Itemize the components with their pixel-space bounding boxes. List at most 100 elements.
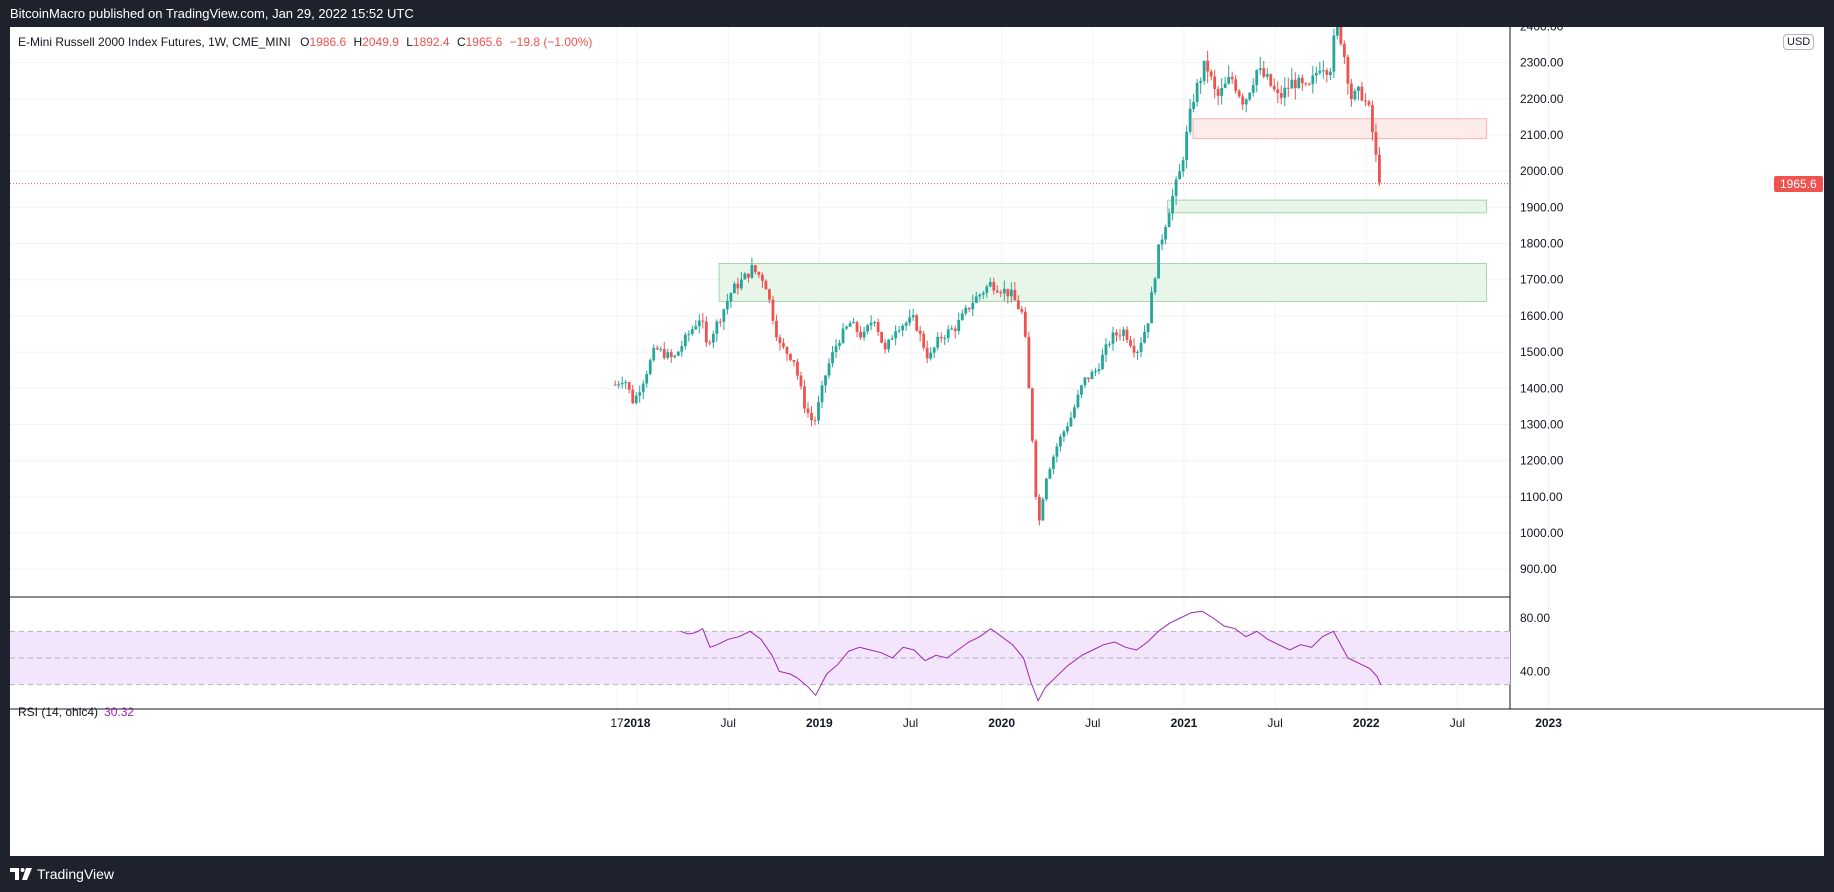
candle-body	[1181, 160, 1185, 172]
time-tick-label: 2022	[1353, 716, 1380, 730]
candle-body	[764, 280, 768, 290]
candle-body	[1332, 35, 1336, 72]
candle-body	[1223, 83, 1227, 88]
candle-body	[1206, 60, 1210, 72]
candle-body	[1255, 70, 1259, 86]
brand-name[interactable]: TradingView	[37, 866, 115, 882]
candle-body	[778, 337, 782, 344]
candle-body	[964, 307, 968, 314]
candle-body	[967, 307, 971, 310]
candle-body	[1048, 468, 1052, 479]
candle-body	[862, 331, 866, 338]
candle-body	[883, 342, 887, 350]
candle-body	[897, 330, 901, 332]
candle-body	[1132, 345, 1136, 353]
candle-body	[631, 389, 635, 404]
candle-body	[929, 352, 933, 359]
candle-body	[1202, 60, 1206, 82]
candle-body	[1030, 388, 1034, 441]
candle-body	[1374, 131, 1378, 155]
candle-body	[946, 329, 950, 339]
candle-body	[974, 296, 978, 303]
candle-body	[988, 282, 992, 287]
candle-body	[771, 299, 775, 321]
price-tick-label: 2400.00	[1520, 27, 1564, 33]
candle-body	[1143, 332, 1146, 343]
candle-body	[890, 338, 894, 340]
candle-body	[785, 346, 789, 354]
candle-body	[1066, 426, 1069, 432]
candle-body	[817, 402, 820, 421]
candle-body	[789, 353, 792, 361]
candle-body	[1293, 79, 1297, 89]
candle-body	[894, 331, 898, 339]
candle-body	[1209, 71, 1213, 77]
candle-body	[992, 282, 996, 291]
candle-body	[736, 283, 740, 289]
time-tick-label: 2018	[624, 716, 651, 730]
time-tick-label: Jul	[1267, 716, 1282, 730]
candle-body	[1034, 440, 1038, 497]
chart-frame[interactable]: 2500.002400.002300.002200.002100.002000.…	[10, 27, 1824, 856]
candle-body	[1357, 86, 1360, 91]
support-zone-upper	[1167, 199, 1488, 214]
candle-body	[1297, 77, 1301, 89]
chart-canvas[interactable]: 2500.002400.002300.002200.002100.002000.…	[10, 27, 1824, 856]
candle-body	[666, 352, 670, 358]
candle-body	[1108, 343, 1111, 345]
currency-badge[interactable]: USD	[1783, 34, 1815, 50]
candle-body	[704, 321, 708, 343]
candle-body	[1300, 77, 1304, 84]
resistance-zone	[1192, 118, 1488, 140]
candle-body	[887, 339, 891, 350]
candle-body	[683, 334, 687, 347]
time-tick-label: 17	[610, 716, 624, 730]
candle-body	[869, 322, 873, 326]
candle-body	[824, 375, 827, 386]
candle-body	[957, 320, 961, 331]
candle-body	[915, 315, 919, 331]
candle-body	[799, 375, 803, 387]
candle-body	[1087, 377, 1090, 380]
candle-body	[1044, 478, 1048, 500]
candle-body	[1020, 309, 1024, 312]
candle-body	[1118, 335, 1122, 337]
candle-body	[708, 342, 712, 344]
candle-body	[1279, 93, 1283, 98]
candle-body	[1129, 339, 1132, 346]
candle-body	[1164, 227, 1167, 240]
candle-body	[1037, 496, 1041, 521]
price-tick-label: 1900.00	[1520, 200, 1564, 214]
symbol-title[interactable]: E-Mini Russell 2000 Index Futures, 1W, C…	[18, 35, 291, 49]
candle-body	[943, 338, 947, 340]
candle-body	[775, 320, 778, 338]
candle-body	[1248, 92, 1252, 100]
candle-body	[1171, 195, 1174, 214]
candle-body	[1318, 70, 1322, 73]
candle-body	[1002, 288, 1006, 294]
candle-body	[1062, 431, 1066, 437]
open-value: 1986.6	[309, 35, 347, 49]
candle-body	[1314, 72, 1318, 76]
candle-body	[1371, 105, 1374, 132]
brand-footer: TradingView	[0, 856, 1834, 892]
candle-body	[669, 352, 673, 358]
candle-body	[725, 301, 729, 310]
price-tick-label: 1800.00	[1520, 237, 1564, 251]
candle-body	[1325, 70, 1329, 75]
candle-body	[1342, 43, 1346, 57]
rsi-title[interactable]: RSI (14, ohlc4)	[18, 705, 99, 719]
candle-body	[1213, 76, 1217, 89]
candle-body	[652, 347, 656, 361]
candle-body	[939, 336, 943, 339]
candle-body	[1139, 342, 1143, 352]
candle-body	[711, 333, 715, 343]
candle-body	[732, 283, 736, 294]
candle-body	[1258, 68, 1262, 71]
candle-body	[1339, 27, 1343, 44]
candle-body	[803, 386, 806, 409]
candle-body	[1216, 88, 1220, 96]
candle-body	[880, 331, 884, 343]
candle-body	[729, 293, 733, 302]
candle-body	[768, 289, 771, 300]
